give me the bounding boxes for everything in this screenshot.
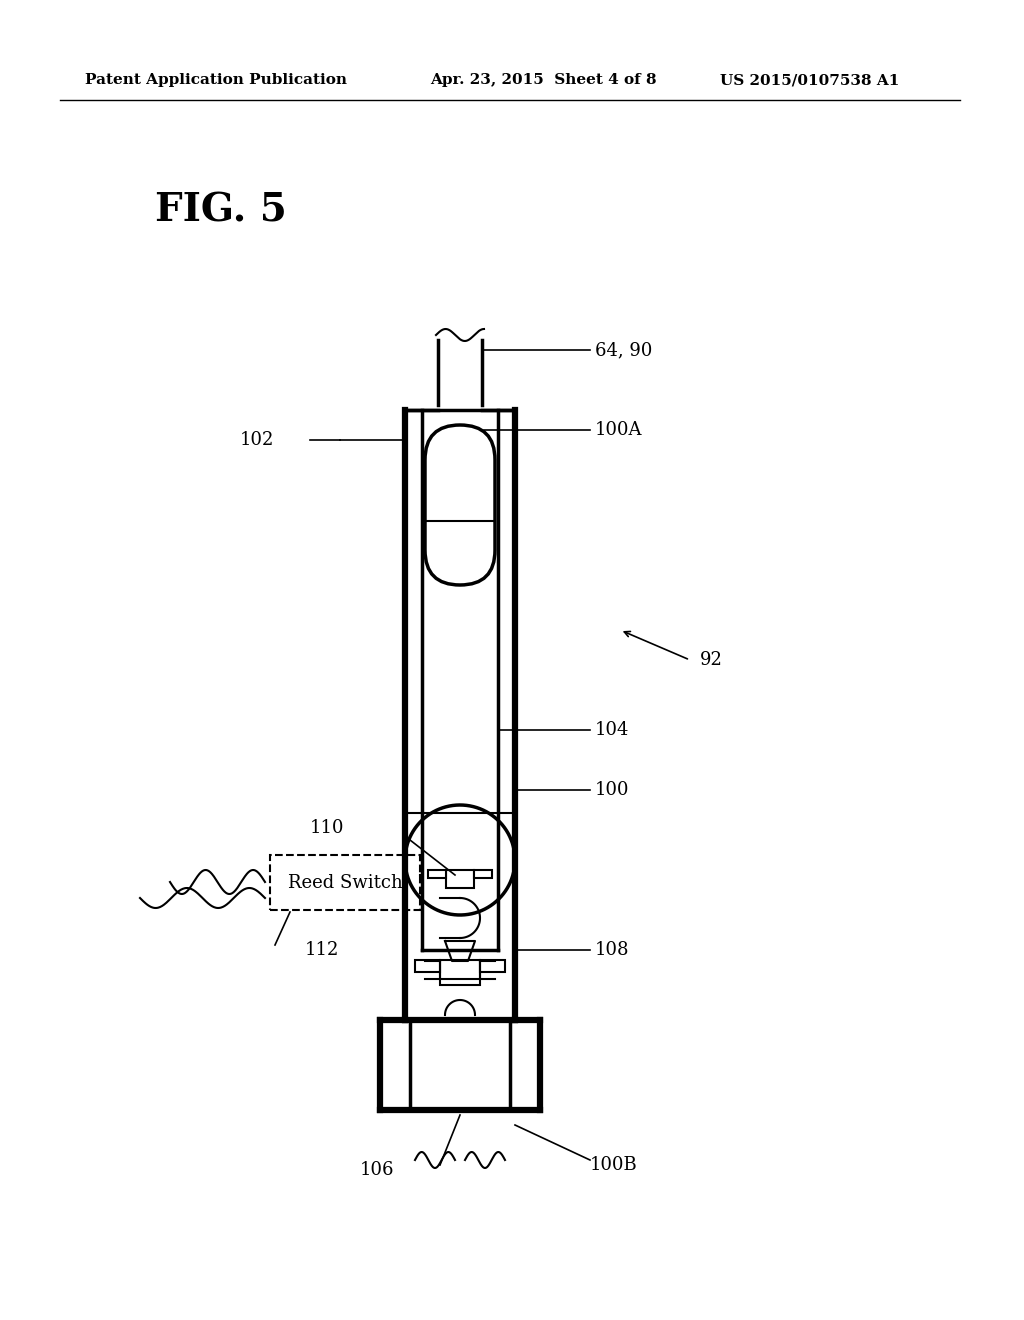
Bar (440, 960, 480, 985)
Bar (474, 870, 492, 878)
Text: 112: 112 (305, 941, 339, 960)
Bar (428, 870, 446, 878)
Text: 108: 108 (595, 941, 630, 960)
Text: FIG. 5: FIG. 5 (155, 191, 287, 228)
Text: 106: 106 (360, 1162, 394, 1179)
Text: 104: 104 (595, 721, 630, 739)
Text: 64, 90: 64, 90 (595, 341, 652, 359)
Text: 100A: 100A (595, 421, 642, 440)
FancyBboxPatch shape (425, 425, 495, 585)
Text: 100: 100 (595, 781, 630, 799)
Bar (446, 870, 474, 888)
Text: 102: 102 (240, 432, 274, 449)
Bar (415, 960, 440, 972)
Polygon shape (406, 805, 515, 915)
Text: 92: 92 (700, 651, 723, 669)
FancyBboxPatch shape (270, 855, 420, 909)
Text: US 2015/0107538 A1: US 2015/0107538 A1 (720, 73, 899, 87)
Text: Patent Application Publication: Patent Application Publication (85, 73, 347, 87)
Text: Reed Switch: Reed Switch (288, 874, 402, 891)
Text: Apr. 23, 2015  Sheet 4 of 8: Apr. 23, 2015 Sheet 4 of 8 (430, 73, 656, 87)
Text: 110: 110 (310, 818, 344, 837)
Bar (480, 960, 505, 972)
Text: 100B: 100B (590, 1156, 638, 1173)
